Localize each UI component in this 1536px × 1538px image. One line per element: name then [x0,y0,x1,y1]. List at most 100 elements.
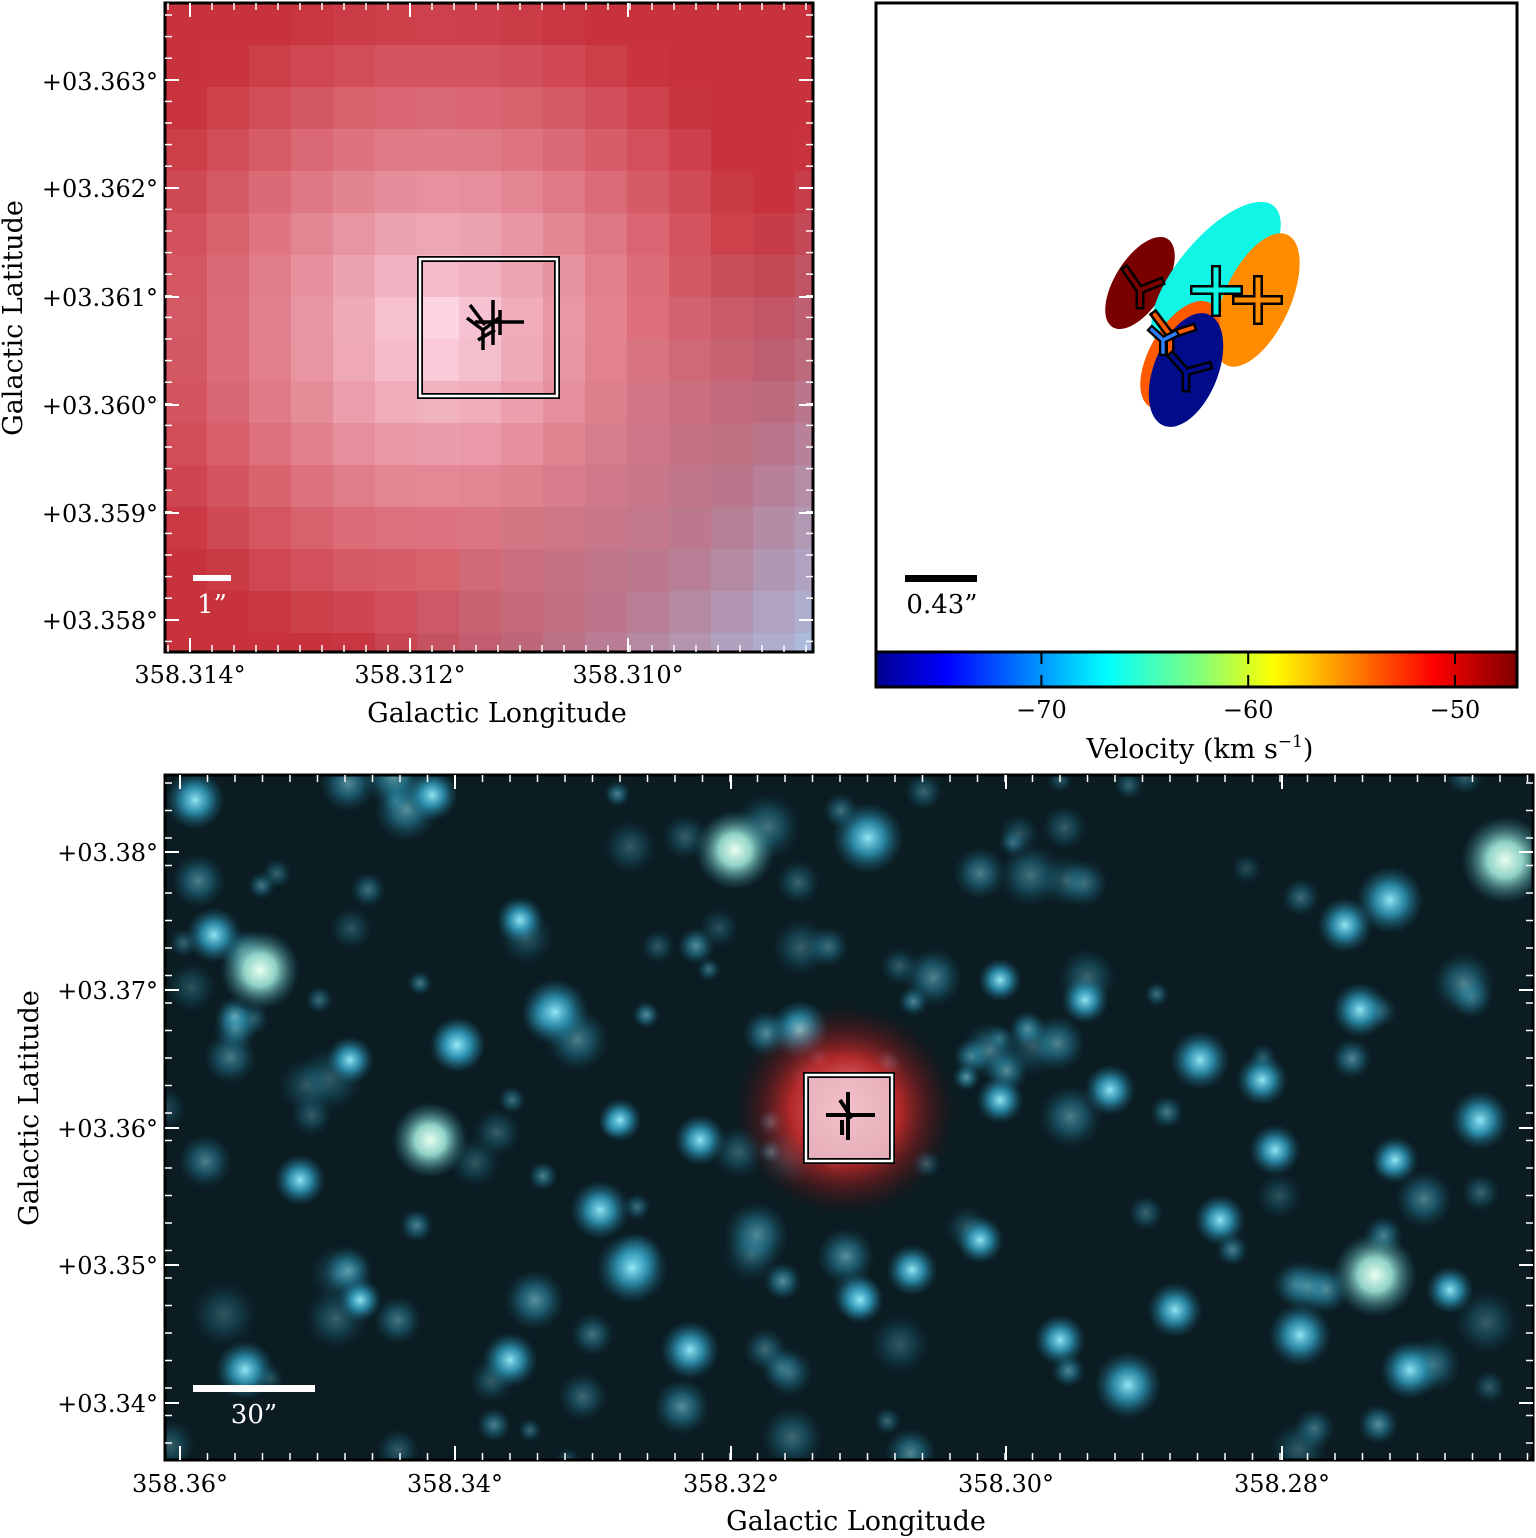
star [832,802,904,874]
image-pixel [753,45,796,88]
image-pixel [585,45,628,88]
image-pixel [795,129,813,172]
image-pixel [795,45,813,88]
faint-star [407,970,433,996]
image-pixel [291,507,334,550]
image-pixel [249,339,292,382]
faint-star [1394,1169,1454,1229]
image-pixel [333,591,376,634]
star [1170,1030,1230,1090]
colorbar-tick-label: −70 [1016,696,1067,724]
image-pixel [207,297,250,340]
star [392,1102,468,1178]
image-pixel [711,381,754,424]
image-pixel [627,129,670,172]
image-pixel [669,129,712,172]
image-pixel [417,129,460,172]
image-pixel [417,633,460,652]
faint-star [497,1085,526,1114]
x-axis-title: Galactic Longitude [367,698,627,729]
faint-star [1461,1172,1500,1212]
panel-frame [874,1,1519,654]
image-pixel [375,465,418,508]
image-pixel [417,87,460,130]
y-tick-label: +03.38° [57,839,158,867]
image-pixel [249,549,292,592]
faint-star [1445,775,1484,796]
image-pixel [207,3,250,46]
image-pixel [795,3,813,46]
star [1332,982,1388,1038]
faint-star [952,846,1007,901]
star [1461,816,1533,904]
image-pixel [669,381,712,424]
image-pixel [669,213,712,256]
faint-star [503,1269,566,1332]
image-pixel [207,171,250,214]
image-pixel [165,549,208,592]
x-tick-label: 358.32° [683,1470,779,1498]
sky-image [165,775,1533,1460]
x-axis-title: Galactic Longitude [726,1506,986,1537]
image-pixel [501,45,544,88]
image-pixel [669,45,712,88]
image-pixel [711,549,754,592]
panel-frame [163,773,1535,1462]
y-tick-label: +03.359° [42,500,158,528]
faint-star [1331,1038,1373,1080]
image-pixel [795,297,813,340]
image-pixel [165,213,208,256]
faint-star [640,929,676,965]
image-pixel [207,339,250,382]
faint-star [1113,775,1144,800]
colorbar-tick-label: −50 [1430,696,1481,724]
image-pixel [627,339,670,382]
image-pixel [417,423,460,466]
image-pixel [417,297,460,340]
y-tick-label: +03.34° [57,1390,158,1418]
tri-marker [465,316,485,332]
panel-bottom: 30” 358.36° 358.34° 358.32° 358.30° 358.… [14,773,1535,1537]
faint-star [653,1378,711,1436]
image-pixel [627,423,670,466]
faint-star [1001,1016,1063,1078]
image-pixel [669,3,712,46]
image-pixel [501,213,544,256]
image-pixel [249,171,292,214]
image-pixel [207,423,250,466]
faint-star [873,1407,902,1435]
image-pixel [165,297,208,340]
star [1084,1064,1136,1116]
source-box-inner [804,1073,894,1163]
panel-frame [163,1,815,654]
faint-star [884,1427,937,1460]
image-pixel [417,339,460,382]
image-pixel [543,297,586,340]
faint-star [1041,804,1088,851]
image-pixel [249,381,292,424]
image-pixel [375,549,418,592]
star [496,896,544,944]
image-pixel [207,507,250,550]
faint-star [350,871,387,908]
image-pixel [543,633,586,652]
image-pixel [165,381,208,424]
component-markers [826,1092,875,1140]
tri-marker [838,1098,854,1120]
tri-marker [1119,263,1166,310]
image-pixel [543,87,586,130]
image-pixel [795,465,813,508]
image-pixel [207,87,250,130]
image-pixel [459,171,502,214]
plus-marker [1190,265,1243,317]
image-pixel [501,507,544,550]
image-pixel [249,129,292,172]
faint-star [677,927,715,965]
image-pixel [459,45,502,88]
image-pixel [291,45,334,88]
image-pixel [459,423,502,466]
star [1147,1282,1203,1338]
image-pixel [543,45,586,88]
image-pixel [459,507,502,550]
